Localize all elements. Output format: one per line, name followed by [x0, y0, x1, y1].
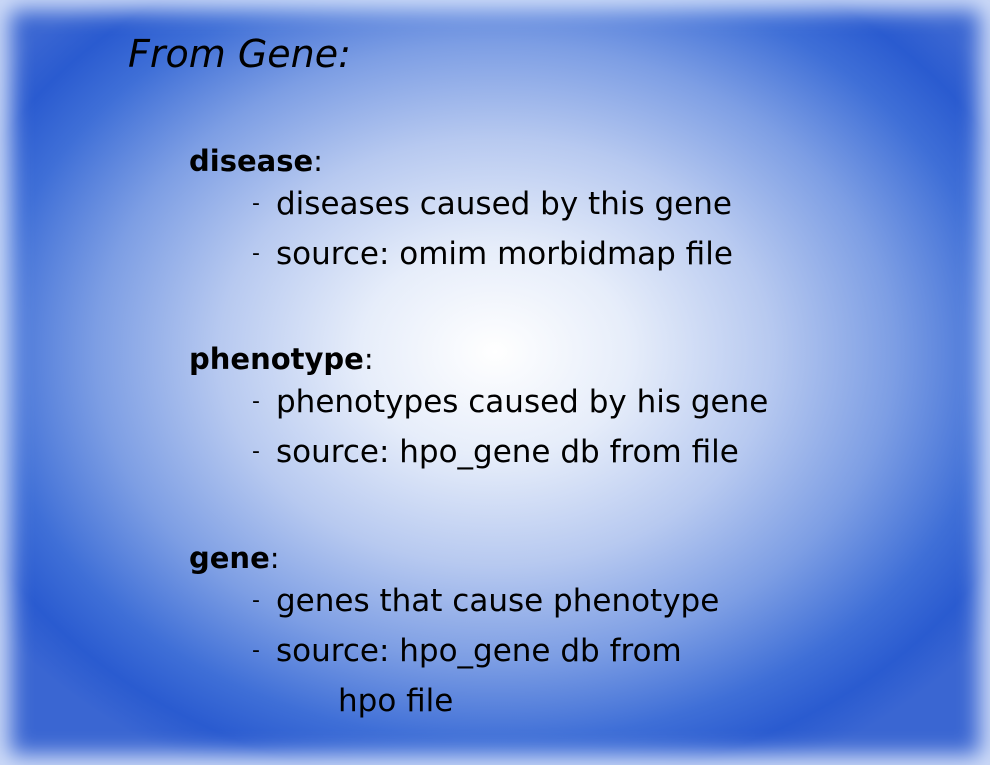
item-text: diseases caused by this gene	[276, 186, 732, 222]
section-gene: gene: - genes that cause phenotype - sourc…	[189, 540, 719, 726]
item-text-continuation: hpo file	[338, 683, 454, 719]
bullet-dash: -	[252, 439, 260, 464]
section-items: - diseases caused by this gene - source: o…	[189, 179, 733, 279]
slide-title: From Gene:	[128, 32, 351, 76]
list-item: - source: hpo_gene db from file	[189, 427, 768, 477]
item-text: source: omim morbidmap file	[276, 236, 733, 272]
section-heading: gene:	[189, 540, 719, 576]
section-items: - genes that cause phenotype - source: hpo…	[189, 576, 719, 726]
section-keyword: disease	[189, 144, 314, 178]
list-item: - phenotypes caused by his gene	[189, 377, 768, 427]
section-colon: :	[269, 541, 280, 575]
bullet-dash: -	[252, 191, 260, 216]
list-item: - genes that cause phenotype	[189, 576, 719, 626]
section-heading: phenotype:	[189, 341, 768, 377]
item-text: phenotypes caused by his gene	[276, 384, 769, 420]
list-item: - diseases caused by this gene	[189, 179, 733, 229]
list-item: - source: omim morbidmap file	[189, 229, 733, 279]
section-keyword: phenotype	[189, 342, 364, 376]
section-colon: :	[313, 144, 323, 178]
bullet-dash: -	[252, 241, 260, 266]
section-colon: :	[363, 342, 374, 376]
bullet-dash: -	[252, 588, 260, 613]
section-disease: disease: - diseases caused by this gene -…	[189, 143, 733, 279]
list-item: - source: hpo_gene db from hpo file	[189, 626, 719, 726]
section-keyword: gene	[189, 541, 270, 575]
section-heading: disease:	[189, 143, 733, 179]
item-text: genes that cause phenotype	[276, 583, 720, 619]
item-text: source: hpo_gene db from file	[276, 434, 739, 470]
section-phenotype: phenotype: - phenotypes caused by his gen…	[189, 341, 768, 477]
bullet-dash: -	[252, 389, 260, 414]
section-items: - phenotypes caused by his gene - source: …	[189, 377, 768, 477]
item-text: source: hpo_gene db from	[276, 633, 682, 669]
bullet-dash: -	[252, 638, 260, 663]
